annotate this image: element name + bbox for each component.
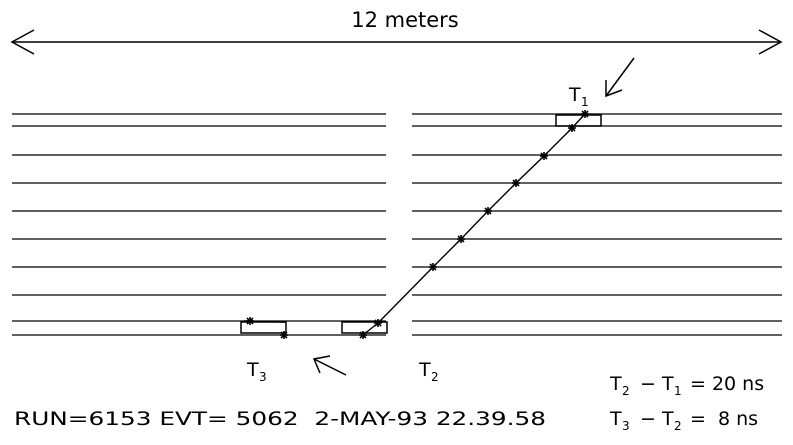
pointer-arrows (312, 57, 635, 376)
eq1-t-a: T (609, 373, 622, 395)
counter-label-t1: T 1 (568, 84, 589, 109)
pointer-arrow-t3 (313, 358, 347, 376)
equation-t3-t2: T 3 − T 2 = 8 ns (609, 408, 758, 433)
dimension-arrowhead-left (10, 29, 35, 55)
t2-letter: T (418, 359, 431, 381)
counter-t1 (555, 114, 602, 127)
hit-marker (568, 124, 576, 132)
hit-marker (512, 179, 520, 187)
eq1-rhs: = 20 ns (690, 373, 764, 395)
hit-marker (429, 263, 437, 271)
t3-subscript: 3 (259, 370, 267, 384)
hit-marker (484, 207, 492, 215)
eq1-t-b: T (661, 373, 674, 395)
counter-label-t2: T 2 (418, 359, 439, 384)
eq1-sub-a: 2 (622, 384, 630, 398)
hit-marker (246, 317, 254, 325)
eq1-minus: − (640, 373, 656, 395)
eq2-rhs: = 8 ns (690, 408, 758, 430)
pointer-arrowhead-t3 (312, 355, 331, 374)
dimension-arrow (10, 29, 783, 55)
hit-marker (457, 235, 465, 243)
detector-layers (12, 113, 782, 336)
hit-marker (374, 319, 382, 327)
counter-label-t3: T 3 (246, 359, 267, 384)
t1-subscript: 1 (581, 95, 589, 109)
eq1-sub-b: 1 (674, 384, 682, 398)
hit-marker (540, 152, 548, 160)
pointer-arrowhead-t1 (605, 80, 623, 98)
equation-t2-t1: T 2 − T 1 = 20 ns (609, 373, 764, 398)
counters (240, 114, 602, 334)
pointer-arrow-t1 (605, 57, 635, 97)
eq2-t-a: T (609, 408, 622, 430)
hit-marker (581, 110, 589, 118)
t1-letter: T (568, 84, 581, 106)
track-line (362, 113, 586, 336)
run-event-info: RUN=6153 EVT= 5062 2-MAY-93 22.39.58 (14, 408, 546, 430)
track (243, 113, 586, 336)
eq2-t-b: T (661, 408, 674, 430)
eq2-sub-b: 2 (674, 419, 682, 433)
eq2-minus: − (640, 408, 656, 430)
eq2-sub-a: 3 (622, 419, 630, 433)
dimension-label: 12 meters (351, 8, 459, 32)
dimension-arrowhead-right (758, 29, 783, 55)
hit-marker (280, 331, 288, 339)
t3-letter: T (246, 359, 259, 381)
hit-marker (359, 331, 367, 339)
t2-subscript: 2 (431, 370, 439, 384)
hits (246, 110, 589, 339)
